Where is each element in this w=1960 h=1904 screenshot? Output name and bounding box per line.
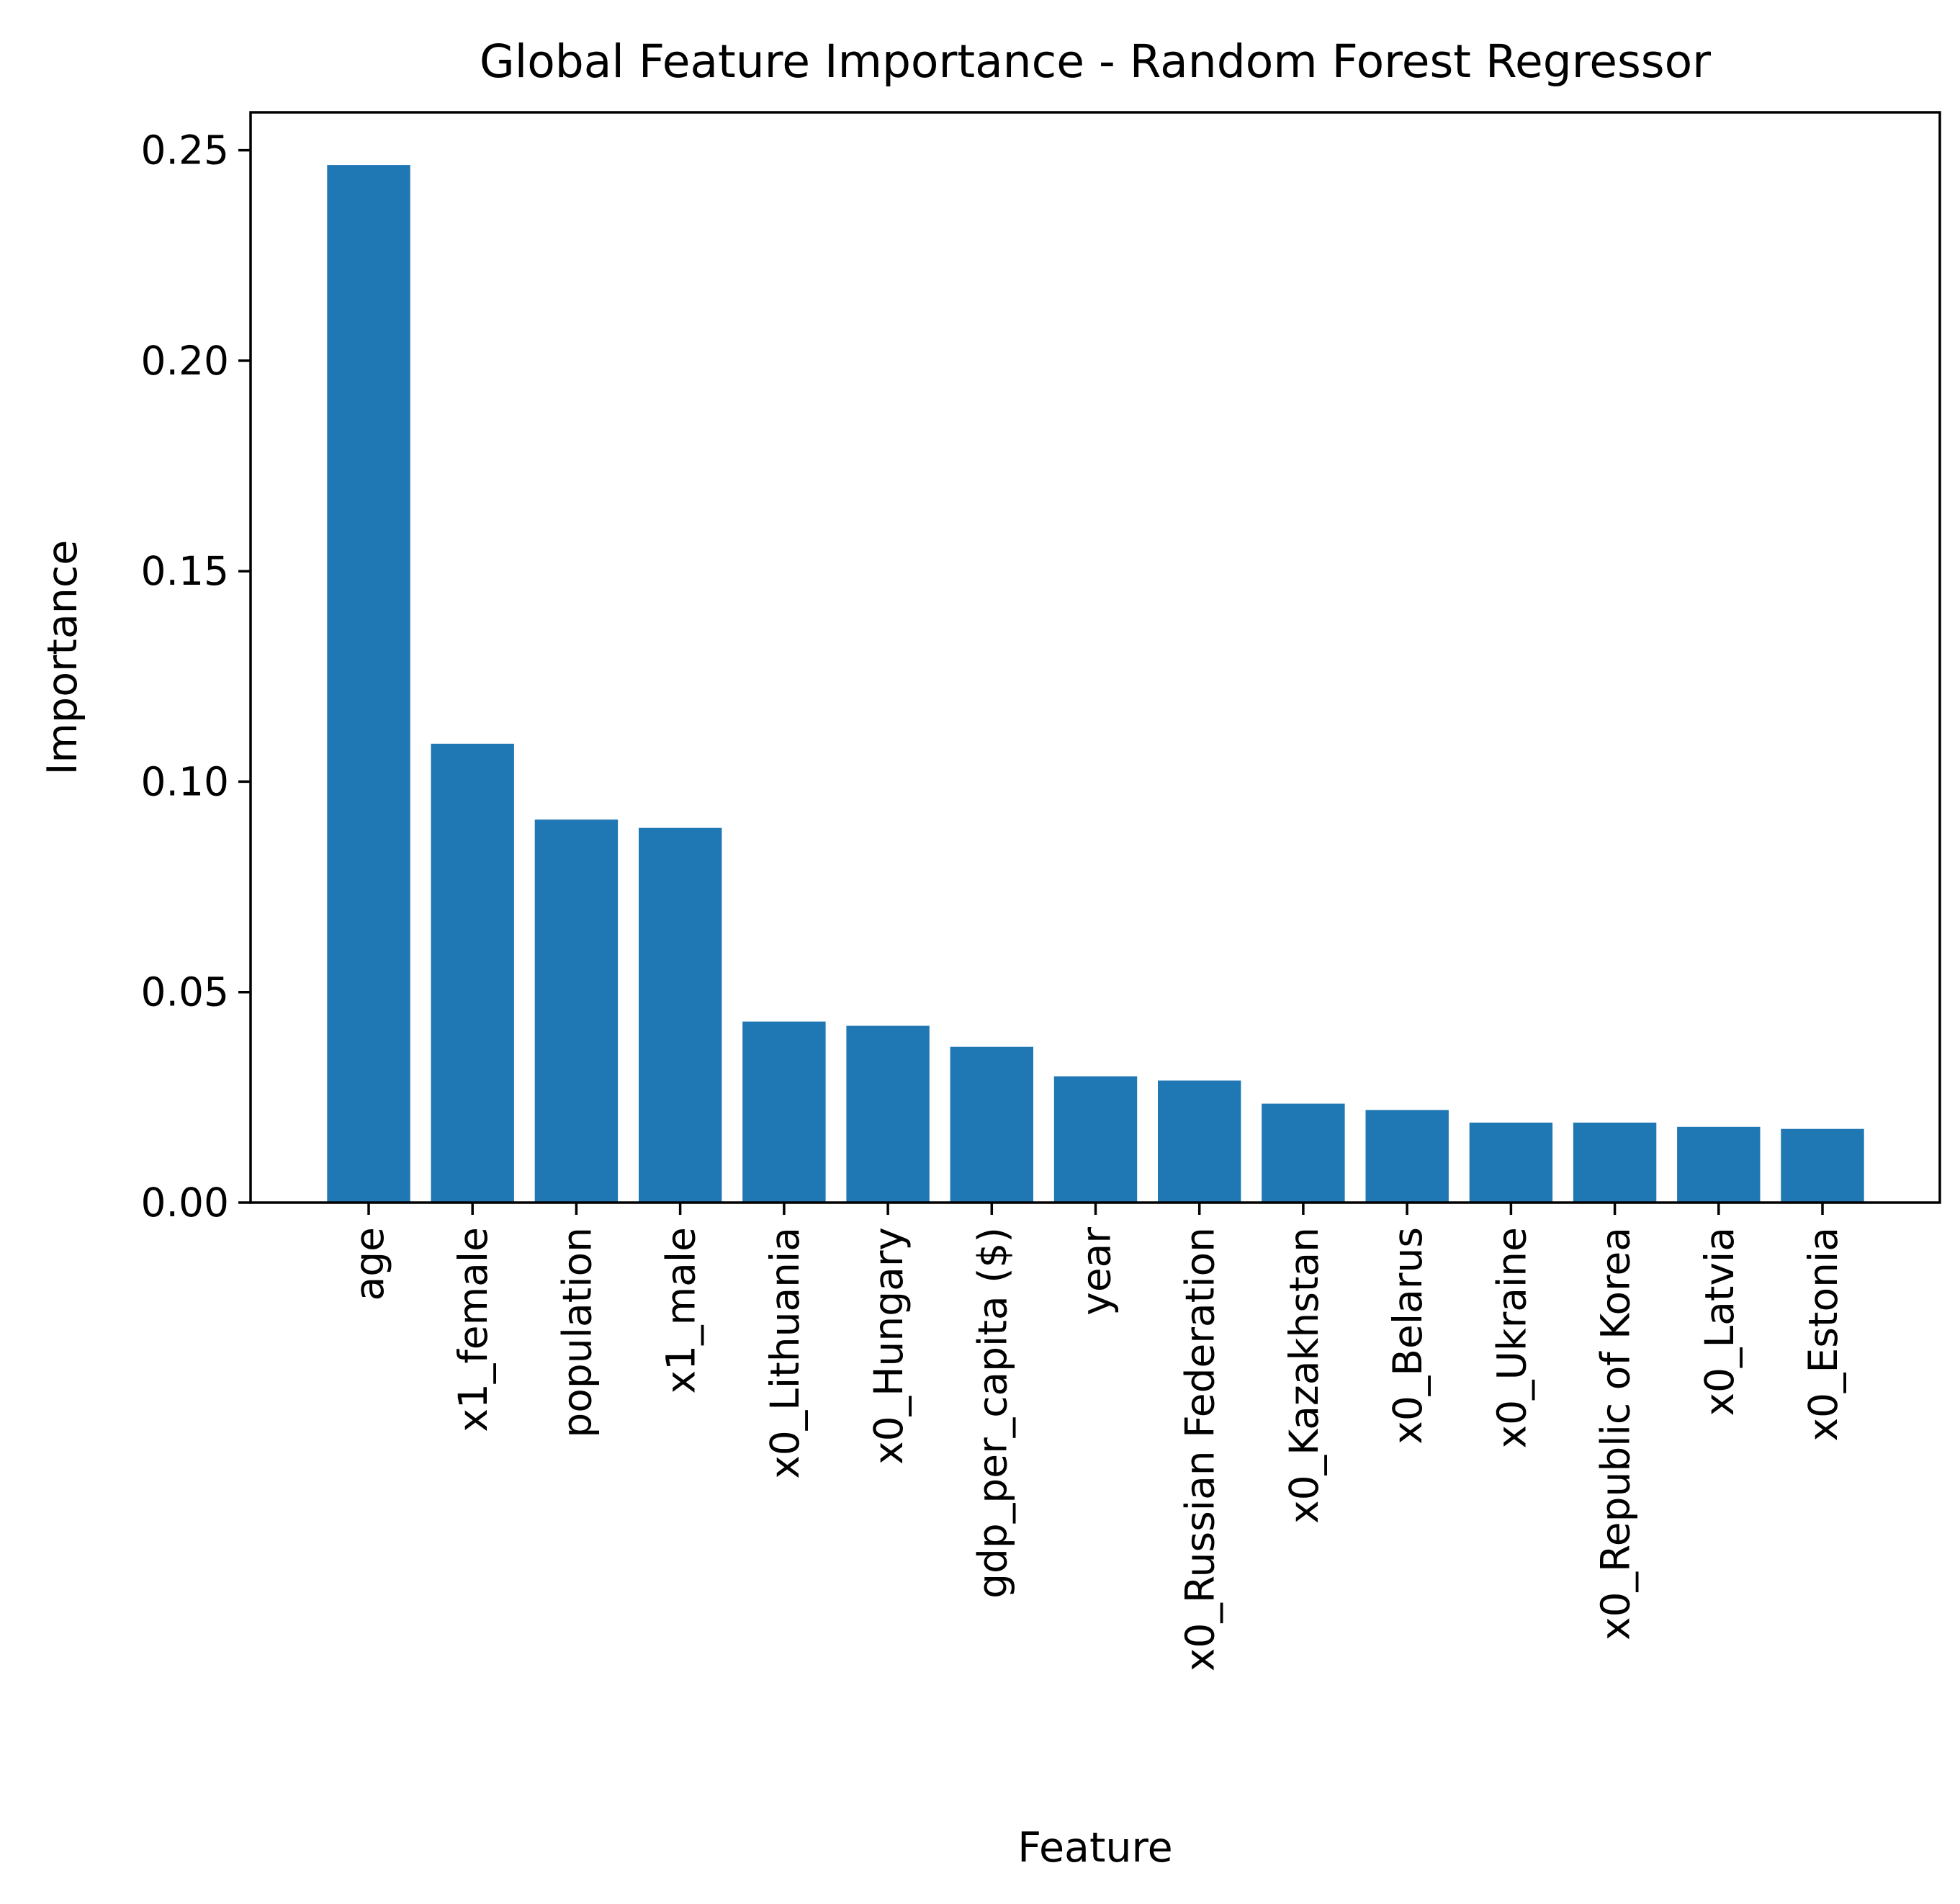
x-tick-label: x0_Belarus (1385, 1227, 1431, 1445)
bar-9 (1262, 1103, 1345, 1203)
bar-10 (1365, 1110, 1449, 1203)
x-tick-label: x1_female (450, 1227, 496, 1432)
x-tick-label: x0_Hungary (866, 1227, 912, 1465)
bar-12 (1573, 1122, 1657, 1203)
x-tick-label: x0_Estonia (1800, 1227, 1846, 1442)
x-tick-label: x0_Latvia (1696, 1227, 1743, 1416)
bar-13 (1677, 1126, 1761, 1203)
bar-14 (1781, 1128, 1864, 1203)
bar-11 (1469, 1122, 1553, 1203)
x-tick-label: age (346, 1227, 392, 1301)
bar-5 (846, 1025, 930, 1203)
x-axis-label: Feature (1017, 1824, 1172, 1872)
chart-title: Global Feature Importance - Random Fores… (480, 35, 1711, 88)
bar-3 (639, 827, 722, 1203)
y-tick-label: 0.00 (141, 1180, 229, 1226)
bar-6 (950, 1046, 1033, 1203)
x-tick-label: x1_male (658, 1227, 704, 1393)
x-tick-label: population (554, 1227, 600, 1438)
bar-2 (534, 819, 619, 1203)
y-tick-label: 0.25 (141, 127, 229, 174)
bars-group (327, 165, 1864, 1203)
bar-0 (327, 165, 410, 1203)
y-tick-label: 0.20 (141, 338, 229, 384)
bar-8 (1158, 1080, 1241, 1203)
y-tick-label: 0.15 (141, 548, 229, 594)
x-tick-label: x0_Kazakhstan (1281, 1227, 1327, 1524)
x-tick-label: x0_Lithuania (762, 1227, 808, 1479)
bar-7 (1053, 1076, 1138, 1203)
x-axis: age x1_female population x1_male x0_Lithuani… (346, 1203, 1846, 1671)
bar-4 (742, 1021, 826, 1203)
x-tick-label: x0_Republic of Korea (1593, 1227, 1639, 1640)
bar-1 (431, 743, 514, 1203)
x-tick-label: gdp_per_capita ($) (969, 1227, 1015, 1599)
x-tick-label: x0_Ukraine (1488, 1227, 1534, 1448)
x-tick-label: year (1074, 1227, 1120, 1316)
x-tick-label: x0_Russian Federation (1177, 1227, 1223, 1671)
y-axis-label: Importance (39, 540, 86, 776)
y-tick-label: 0.10 (141, 758, 229, 804)
y-tick-label: 0.05 (141, 969, 229, 1015)
y-axis: 0.00 0.05 0.10 0.15 0.20 0.25 (141, 127, 251, 1226)
